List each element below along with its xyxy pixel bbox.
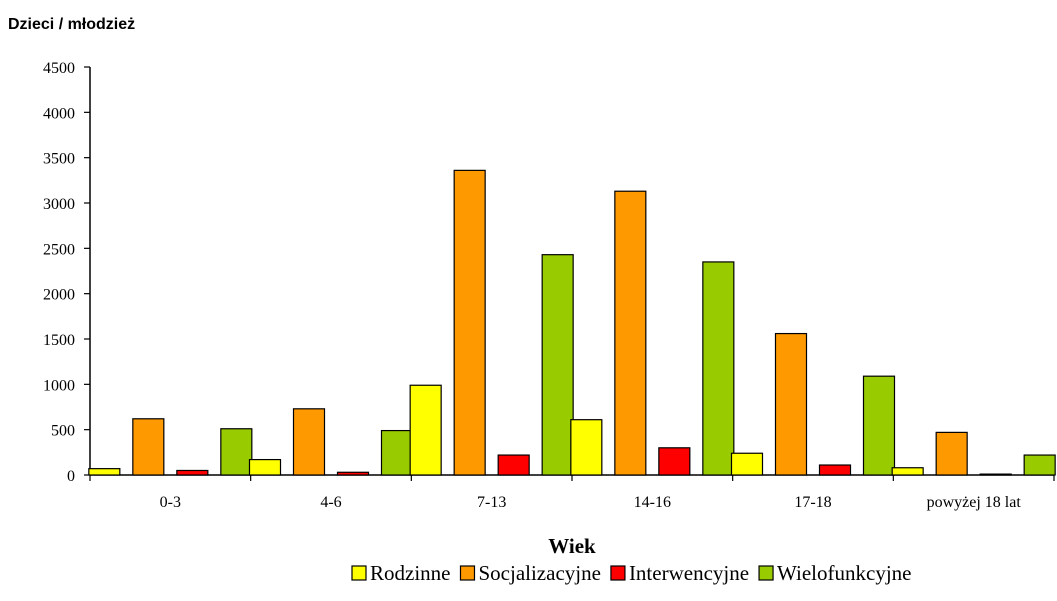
bar — [774, 332, 808, 476]
bar — [220, 428, 253, 476]
y-tick-label: 3000 — [43, 196, 75, 213]
y-tick-label: 4000 — [43, 105, 75, 122]
legend-label: Rodzinne — [370, 561, 450, 585]
bar — [88, 468, 121, 476]
x-tick-label: powyżej 18 lat — [927, 494, 1022, 511]
x-tick-label: 14-16 — [634, 494, 671, 511]
bar — [730, 452, 764, 476]
bar — [453, 169, 486, 476]
legend-swatch — [758, 565, 774, 581]
bar — [248, 458, 282, 476]
legend-swatch — [610, 565, 626, 581]
legend-swatch — [351, 565, 367, 581]
legend-label: Interwencyjne — [629, 561, 749, 585]
bar — [132, 418, 165, 476]
y-tick-label: 1500 — [43, 332, 75, 349]
bar — [891, 467, 924, 476]
bar — [818, 464, 852, 476]
bar — [176, 469, 209, 476]
bar — [1023, 454, 1056, 476]
bar — [541, 254, 574, 476]
bar — [935, 431, 968, 476]
x-tick-label: 0-3 — [160, 494, 181, 511]
x-axis-title: Wiek — [548, 534, 596, 558]
bar — [702, 261, 735, 476]
x-tick-label: 7-13 — [477, 494, 506, 511]
bar — [862, 375, 896, 476]
bar — [614, 190, 647, 476]
y-tick-label: 4500 — [43, 60, 75, 77]
y-tick-label: 500 — [51, 423, 75, 440]
y-tick-label: 2500 — [43, 241, 75, 258]
y-tick-label: 2000 — [43, 287, 75, 304]
bar — [497, 454, 530, 476]
bar — [570, 419, 603, 476]
bar — [292, 408, 326, 476]
y-axis-title: Dzieci / młodzież — [8, 16, 136, 33]
y-tick-label: 1000 — [43, 377, 75, 394]
bar — [979, 473, 1012, 476]
y-tick-label: 3500 — [43, 151, 75, 168]
legend-label: Socjalizacyjne — [478, 561, 600, 585]
legend-swatch — [459, 565, 476, 581]
bar — [409, 384, 442, 476]
y-tick-label: 0 — [67, 468, 75, 485]
bar — [336, 471, 370, 476]
bar — [658, 447, 691, 476]
bar — [380, 429, 414, 476]
x-tick-label: 4-6 — [320, 494, 341, 511]
x-tick-label: 17-18 — [794, 494, 831, 511]
legend-label: Wielofunkcyjne — [777, 561, 911, 585]
